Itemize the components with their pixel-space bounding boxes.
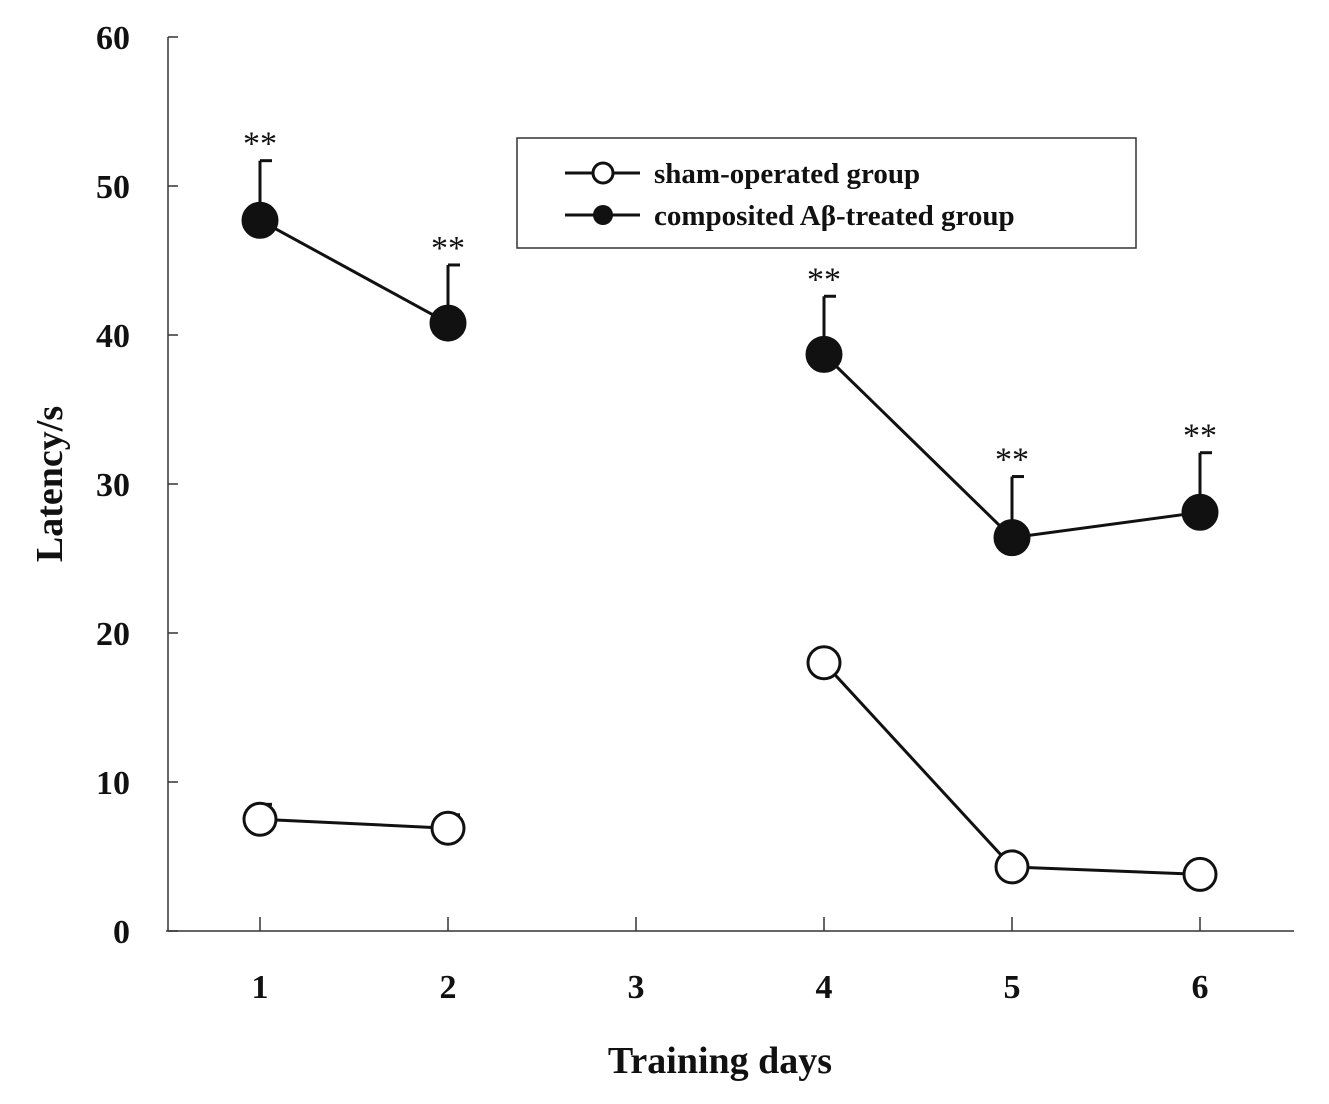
y-tick-label: 30 [96, 467, 130, 504]
y-tick-label: 50 [96, 169, 130, 206]
data-point [241, 201, 279, 239]
y-tick-label: 60 [96, 20, 130, 57]
significance-label: ** [1183, 418, 1217, 455]
y-tick-label: 0 [113, 914, 130, 951]
significance-label: ** [243, 126, 277, 163]
data-point [242, 801, 278, 837]
axes: 0 10 20 30 40 50 60 1 2 3 4 5 6 [96, 20, 1294, 1006]
data-point [1182, 856, 1218, 892]
data-point [994, 849, 1030, 885]
legend-marker-sham [591, 161, 615, 185]
data-point [993, 519, 1031, 557]
x-tick-label: 3 [628, 969, 645, 1006]
y-tick-label: 20 [96, 616, 130, 653]
y-axis-label: Latency/s [29, 406, 71, 562]
data-point [805, 335, 843, 373]
x-tick-label: 6 [1192, 969, 1209, 1006]
significance-label: ** [431, 230, 465, 267]
y-tick-label: 40 [96, 318, 130, 355]
x-tick-label: 1 [252, 969, 269, 1006]
data-point [429, 304, 467, 342]
legend-marker-abeta [593, 205, 613, 225]
y-tick-label: 10 [96, 765, 130, 802]
x-tick-label: 2 [440, 969, 457, 1006]
data-marks: ** ** ** ** ** [241, 126, 1219, 892]
significance-label: ** [995, 442, 1029, 479]
data-point [806, 645, 842, 681]
legend-label-abeta: composited Aβ-treated group [654, 200, 1015, 232]
series-line-0 [259, 817, 449, 830]
x-axis-label: Training days [608, 1040, 832, 1082]
x-tick-label: 5 [1004, 969, 1021, 1006]
legend-label-sham: sham-operated group [654, 158, 920, 190]
significance-label: ** [807, 261, 841, 298]
series-line-1 [259, 218, 449, 325]
series-line-0 [822, 661, 1201, 876]
x-tick-label: 4 [816, 969, 833, 1006]
data-point [1181, 493, 1219, 531]
data-point [430, 810, 466, 846]
legend: sham-operated group composited Aβ-treate… [516, 137, 1137, 249]
legend-box [516, 137, 1137, 249]
